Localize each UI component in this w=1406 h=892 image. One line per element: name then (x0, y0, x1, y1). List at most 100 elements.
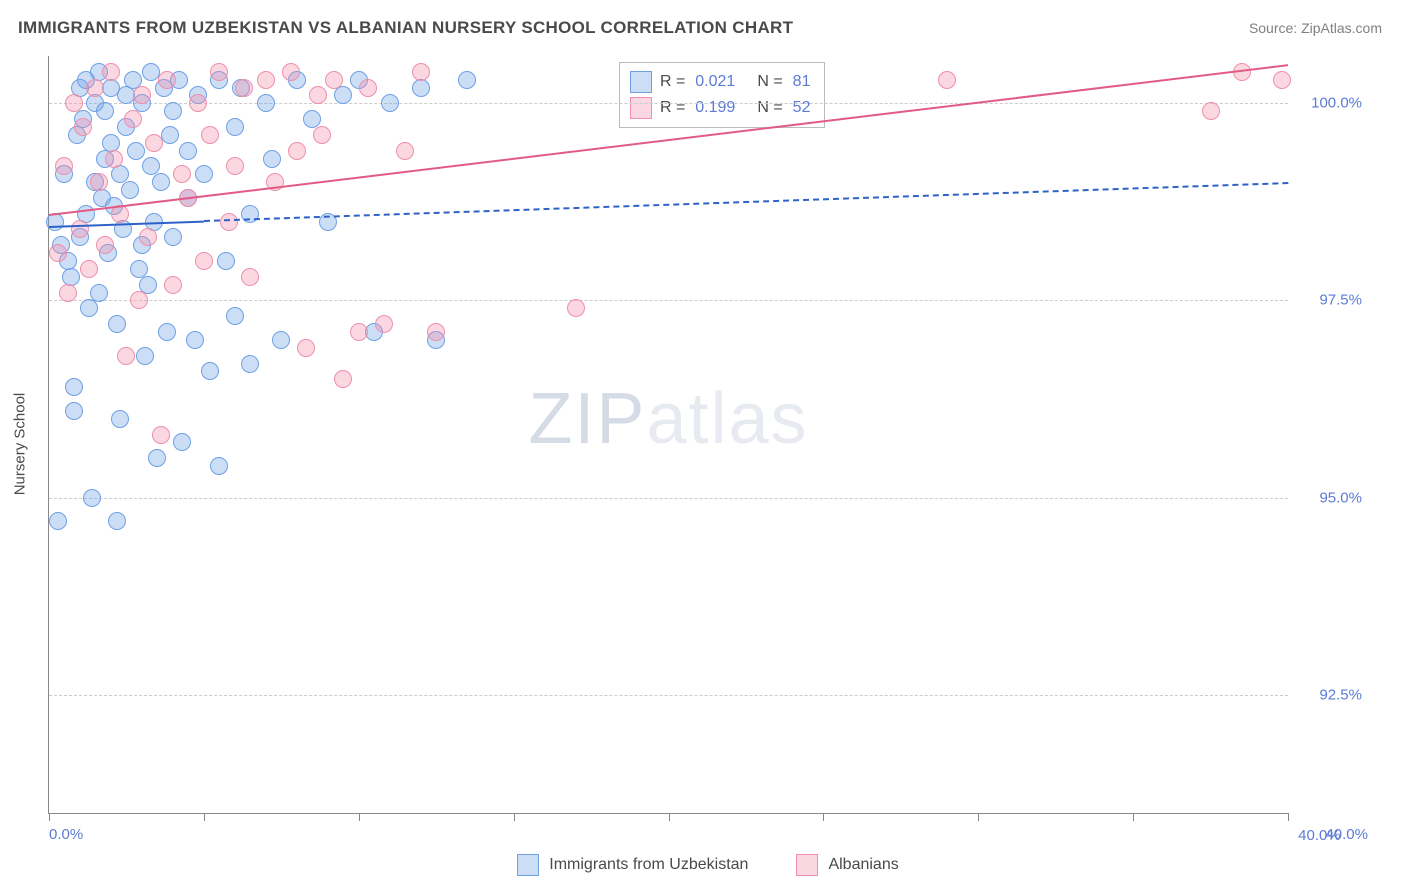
data-point (359, 79, 377, 97)
gridline (49, 498, 1288, 499)
data-point (210, 63, 228, 81)
legend-r-label: R = (660, 99, 685, 117)
x-tick (1288, 813, 1289, 821)
legend-swatch (630, 97, 652, 119)
data-point (412, 63, 430, 81)
data-point (195, 252, 213, 270)
watermark: ZIPatlas (528, 378, 808, 460)
y-tick-label: 95.0% (1319, 489, 1362, 506)
data-point (55, 157, 73, 175)
data-point (65, 94, 83, 112)
data-point (257, 94, 275, 112)
legend-n-value: 81 (793, 73, 811, 91)
data-point (226, 118, 244, 136)
data-point (297, 339, 315, 357)
data-point (313, 126, 331, 144)
legend-r-value: 0.021 (695, 73, 735, 91)
data-point (164, 102, 182, 120)
gridline (49, 300, 1288, 301)
data-point (127, 142, 145, 160)
data-point (49, 512, 67, 530)
x-tick (823, 813, 824, 821)
gridline (49, 103, 1288, 104)
data-point (65, 402, 83, 420)
data-point (241, 268, 259, 286)
x-tick (1133, 813, 1134, 821)
series-legend: Immigrants from Uzbekistan Albanians (48, 854, 1368, 876)
y-tick-label: 97.5% (1319, 292, 1362, 309)
legend-n-label: N = (757, 99, 782, 117)
data-point (164, 276, 182, 294)
data-point (938, 71, 956, 89)
data-point (161, 126, 179, 144)
chart-title: IMMIGRANTS FROM UZBEKISTAN VS ALBANIAN N… (18, 18, 793, 38)
legend-r-value: 0.199 (695, 99, 735, 117)
data-point (226, 157, 244, 175)
data-point (148, 449, 166, 467)
data-point (257, 71, 275, 89)
data-point (263, 150, 281, 168)
data-point (71, 220, 89, 238)
data-point (334, 370, 352, 388)
legend-swatch (796, 854, 818, 876)
data-point (158, 323, 176, 341)
data-point (458, 71, 476, 89)
legend-swatch (517, 854, 539, 876)
data-point (86, 79, 104, 97)
data-point (133, 86, 151, 104)
legend-r-label: R = (660, 73, 685, 91)
series-name: Albanians (828, 856, 898, 874)
data-point (189, 94, 207, 112)
x-tick-label: 0.0% (49, 826, 83, 843)
data-point (130, 291, 148, 309)
data-point (96, 102, 114, 120)
x-tick (359, 813, 360, 821)
data-point (567, 299, 585, 317)
data-point (80, 260, 98, 278)
data-point (396, 142, 414, 160)
series-legend-item: Immigrants from Uzbekistan (517, 854, 748, 876)
data-point (173, 433, 191, 451)
data-point (381, 94, 399, 112)
data-point (201, 362, 219, 380)
data-point (217, 252, 235, 270)
x-tick-label: 40.0% (1298, 827, 1341, 844)
x-tick (49, 813, 50, 821)
legend-n-value: 52 (793, 99, 811, 117)
data-point (83, 489, 101, 507)
data-point (350, 323, 368, 341)
data-point (241, 355, 259, 373)
data-point (220, 213, 238, 231)
legend-row: R = 0.021N = 81 (630, 69, 811, 95)
chart-container: Nursery School ZIPatlas R = 0.021N = 81R… (48, 56, 1368, 832)
x-tick (204, 813, 205, 821)
data-point (90, 173, 108, 191)
x-tick (978, 813, 979, 821)
data-point (282, 63, 300, 81)
data-point (186, 331, 204, 349)
data-point (74, 118, 92, 136)
data-point (59, 284, 77, 302)
data-point (139, 228, 157, 246)
data-point (145, 134, 163, 152)
data-point (108, 512, 126, 530)
data-point (65, 378, 83, 396)
data-point (117, 347, 135, 365)
data-point (136, 347, 154, 365)
data-point (288, 142, 306, 160)
data-point (309, 86, 327, 104)
trend-line (204, 182, 1288, 222)
data-point (105, 150, 123, 168)
data-point (111, 410, 129, 428)
series-legend-item: Albanians (796, 854, 898, 876)
data-point (1202, 102, 1220, 120)
data-point (108, 315, 126, 333)
legend-swatch (630, 71, 652, 93)
y-axis-label: Nursery School (12, 393, 29, 496)
data-point (49, 244, 67, 262)
data-point (152, 173, 170, 191)
data-point (80, 299, 98, 317)
data-point (210, 457, 228, 475)
y-tick-label: 92.5% (1319, 686, 1362, 703)
data-point (96, 236, 114, 254)
